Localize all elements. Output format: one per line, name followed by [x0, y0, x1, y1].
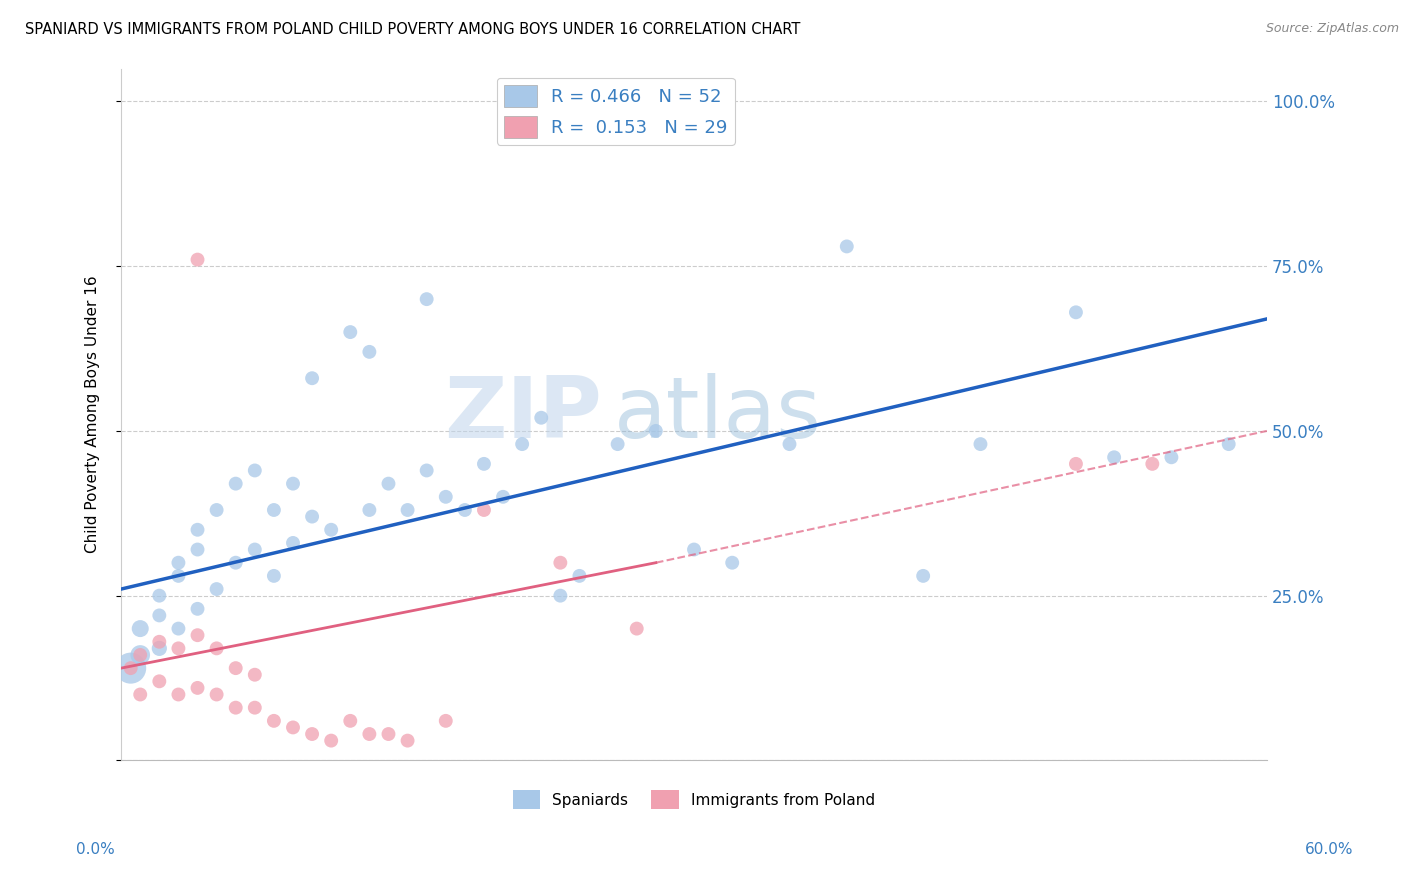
Point [644, 424, 666, 438]
Point [186, 628, 208, 642]
Y-axis label: Child Poverty Among Boys Under 16: Child Poverty Among Boys Under 16 [86, 276, 100, 553]
Point [321, 733, 343, 747]
Point [321, 523, 343, 537]
Point [186, 523, 208, 537]
Point [359, 727, 381, 741]
Point [779, 437, 801, 451]
Point [120, 661, 142, 675]
Point [205, 582, 228, 596]
Point [454, 503, 477, 517]
Point [530, 410, 553, 425]
Point [129, 648, 152, 662]
Legend: Spaniards, Immigrants from Poland: Spaniards, Immigrants from Poland [506, 784, 882, 815]
Point [1102, 450, 1125, 465]
Point [281, 721, 304, 735]
Point [359, 344, 381, 359]
Point [510, 437, 533, 451]
Point [434, 490, 457, 504]
Point [550, 556, 572, 570]
Text: atlas: atlas [614, 373, 823, 456]
Point [1160, 450, 1182, 465]
Point [167, 569, 190, 583]
Text: ZIP: ZIP [444, 373, 602, 456]
Point [243, 542, 266, 557]
Point [339, 325, 361, 339]
Text: Source: ZipAtlas.com: Source: ZipAtlas.com [1265, 22, 1399, 36]
Point [1064, 305, 1087, 319]
Point [129, 622, 152, 636]
Point [969, 437, 991, 451]
Point [683, 542, 706, 557]
Point [225, 556, 247, 570]
Point [148, 608, 170, 623]
Point [281, 536, 304, 550]
Point [912, 569, 935, 583]
Point [434, 714, 457, 728]
Point [377, 727, 399, 741]
Point [243, 667, 266, 681]
Point [205, 503, 228, 517]
Point [1218, 437, 1240, 451]
Point [396, 503, 419, 517]
Point [1142, 457, 1164, 471]
Point [167, 556, 190, 570]
Point [626, 622, 648, 636]
Point [263, 569, 285, 583]
Point [835, 239, 858, 253]
Point [281, 476, 304, 491]
Point [186, 542, 208, 557]
Point [359, 503, 381, 517]
Text: SPANIARD VS IMMIGRANTS FROM POLAND CHILD POVERTY AMONG BOYS UNDER 16 CORRELATION: SPANIARD VS IMMIGRANTS FROM POLAND CHILD… [25, 22, 800, 37]
Point [167, 688, 190, 702]
Point [339, 714, 361, 728]
Point [148, 634, 170, 648]
Point [396, 733, 419, 747]
Point [148, 674, 170, 689]
Point [129, 648, 152, 662]
Point [550, 589, 572, 603]
Point [415, 463, 437, 477]
Point [492, 490, 515, 504]
Point [148, 641, 170, 656]
Point [243, 463, 266, 477]
Point [472, 503, 495, 517]
Point [243, 700, 266, 714]
Text: 60.0%: 60.0% [1305, 842, 1353, 856]
Point [225, 476, 247, 491]
Point [167, 622, 190, 636]
Point [167, 641, 190, 656]
Point [186, 602, 208, 616]
Point [301, 727, 323, 741]
Point [721, 556, 744, 570]
Point [472, 457, 495, 471]
Text: 0.0%: 0.0% [76, 842, 115, 856]
Point [377, 476, 399, 491]
Point [205, 641, 228, 656]
Point [606, 437, 628, 451]
Point [301, 509, 323, 524]
Point [1064, 457, 1087, 471]
Point [186, 252, 208, 267]
Point [148, 589, 170, 603]
Point [205, 688, 228, 702]
Point [120, 661, 142, 675]
Point [129, 688, 152, 702]
Point [225, 700, 247, 714]
Point [225, 661, 247, 675]
Point [186, 681, 208, 695]
Point [568, 569, 591, 583]
Point [415, 292, 437, 306]
Point [301, 371, 323, 385]
Point [263, 714, 285, 728]
Point [263, 503, 285, 517]
